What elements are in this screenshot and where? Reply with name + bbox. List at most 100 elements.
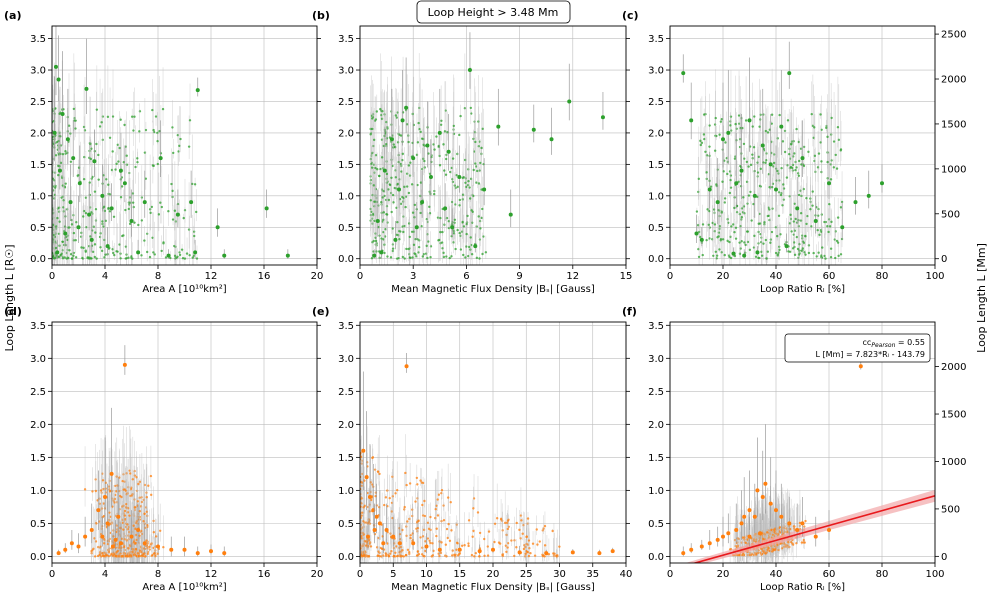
- data-point: [610, 549, 615, 554]
- data-point: [391, 534, 396, 539]
- data-point: [795, 206, 800, 211]
- background-point: [145, 250, 149, 254]
- background-point: [415, 153, 419, 157]
- data-point: [68, 200, 73, 205]
- background-point: [440, 241, 444, 244]
- background-point: [169, 256, 172, 260]
- background-point: [380, 201, 383, 204]
- background-point: [444, 173, 448, 176]
- background-point: [142, 552, 145, 556]
- background-point: [72, 251, 76, 255]
- data-point: [827, 181, 831, 186]
- background-point: [138, 509, 142, 513]
- y-tick-label: 1.5: [30, 160, 46, 171]
- background-point: [386, 221, 389, 224]
- background-point: [702, 113, 706, 116]
- background-point: [751, 125, 754, 128]
- background-point: [111, 251, 115, 255]
- background-point: [777, 214, 781, 218]
- background-point: [91, 250, 95, 254]
- background-point: [145, 496, 148, 499]
- background-point: [116, 549, 119, 553]
- background-point: [152, 546, 155, 550]
- background-point: [529, 552, 532, 555]
- plot-area-a: [52, 26, 290, 265]
- background-point: [122, 528, 125, 531]
- background-point: [119, 552, 122, 555]
- y-tick-label: 2.5: [30, 97, 46, 108]
- background-point: [427, 152, 430, 155]
- data-point: [517, 550, 522, 555]
- background-point: [400, 170, 403, 173]
- background-point: [133, 474, 137, 477]
- background-point: [415, 476, 419, 480]
- background-point: [370, 166, 374, 169]
- data-point: [110, 544, 115, 549]
- background-point: [133, 221, 136, 224]
- background-point: [441, 247, 444, 250]
- background-point: [475, 181, 478, 184]
- y-tick-label: 2.5: [338, 387, 354, 398]
- background-point: [697, 255, 701, 259]
- x-tick-label: 15: [453, 569, 466, 580]
- background-point: [522, 547, 526, 551]
- background-point: [411, 256, 414, 259]
- background-point: [414, 252, 417, 256]
- background-point: [720, 118, 723, 121]
- background-point: [132, 129, 135, 132]
- data-point: [768, 162, 773, 167]
- data-point: [215, 225, 220, 230]
- background-point: [100, 121, 103, 124]
- background-point: [149, 493, 153, 497]
- background-point: [102, 205, 106, 209]
- background-point: [699, 139, 702, 143]
- background-point: [180, 248, 184, 251]
- background-point: [787, 250, 790, 253]
- data-point: [129, 534, 134, 539]
- background-point: [417, 121, 420, 125]
- background-point: [70, 223, 74, 226]
- background-point: [137, 482, 140, 486]
- background-point: [543, 555, 546, 558]
- panel-e: 0 5 10 15 20 25 30 35 40 0.0 0.5 1.0 1.5 2.0 2.5 3.0 3.5…: [312, 305, 632, 593]
- background-point: [723, 253, 726, 257]
- background-point: [80, 246, 83, 249]
- background-point: [131, 478, 135, 481]
- x-tick-label: 35: [586, 569, 599, 580]
- data-point: [397, 187, 402, 192]
- background-point: [419, 479, 422, 482]
- background-point: [833, 238, 836, 241]
- background-point: [402, 230, 405, 234]
- data-point: [222, 253, 227, 258]
- y-tick-label: 0.0: [648, 254, 664, 265]
- background-point: [59, 152, 62, 156]
- background-point: [810, 112, 813, 116]
- data-point: [158, 156, 163, 161]
- background-point: [113, 253, 116, 257]
- background-point: [775, 234, 779, 238]
- data-point: [491, 547, 495, 552]
- background-point: [705, 154, 709, 157]
- background-point: [435, 534, 438, 538]
- background-point: [480, 146, 483, 150]
- x-axis-label-c: Loop Ratio Rₗ [%]: [760, 284, 845, 295]
- background-point: [123, 538, 126, 541]
- y-tick-label: 1.0: [338, 486, 354, 497]
- background-point: [94, 540, 98, 543]
- background-point: [800, 194, 803, 198]
- background-point: [145, 539, 148, 542]
- background-point: [426, 537, 430, 540]
- background-point: [740, 240, 743, 243]
- background-point: [813, 126, 816, 129]
- background-point: [123, 514, 127, 517]
- background-point: [93, 190, 97, 193]
- data-point: [195, 551, 200, 556]
- background-point: [446, 131, 449, 134]
- data-point: [372, 253, 377, 258]
- background-point: [93, 150, 97, 153]
- background-point: [382, 238, 385, 241]
- x-tick-label: 5: [390, 569, 396, 580]
- background-point: [437, 239, 440, 242]
- background-point: [430, 555, 433, 558]
- background-point: [150, 205, 154, 209]
